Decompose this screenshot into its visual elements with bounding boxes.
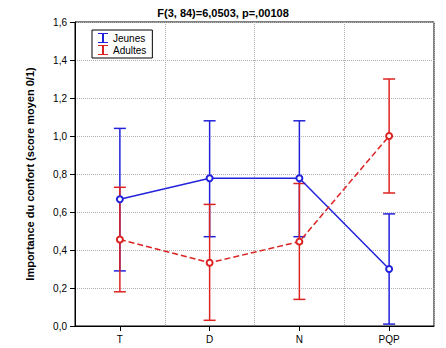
svg-text:1,6: 1,6 — [53, 17, 67, 28]
svg-text:N: N — [296, 334, 303, 345]
svg-text:0,2: 0,2 — [53, 283, 67, 294]
svg-text:Jeunes: Jeunes — [113, 33, 145, 44]
svg-text:D: D — [206, 334, 213, 345]
svg-text:F(3, 84)=6,0503, p=,00108: F(3, 84)=6,0503, p=,00108 — [157, 7, 288, 19]
svg-text:T: T — [117, 334, 123, 345]
svg-text:1,0: 1,0 — [53, 131, 67, 142]
svg-text:Adultes: Adultes — [113, 45, 146, 56]
svg-text:1,2: 1,2 — [53, 93, 67, 104]
svg-text:0,4: 0,4 — [53, 245, 67, 256]
svg-text:1,4: 1,4 — [53, 55, 67, 66]
svg-text:0,6: 0,6 — [53, 207, 67, 218]
svg-text:0,0: 0,0 — [53, 321, 67, 332]
svg-text:Importance du confort (score m: Importance du confort (score moyen 0/1) — [24, 67, 36, 281]
svg-text:PQP: PQP — [379, 334, 400, 345]
svg-text:0,8: 0,8 — [53, 169, 67, 180]
